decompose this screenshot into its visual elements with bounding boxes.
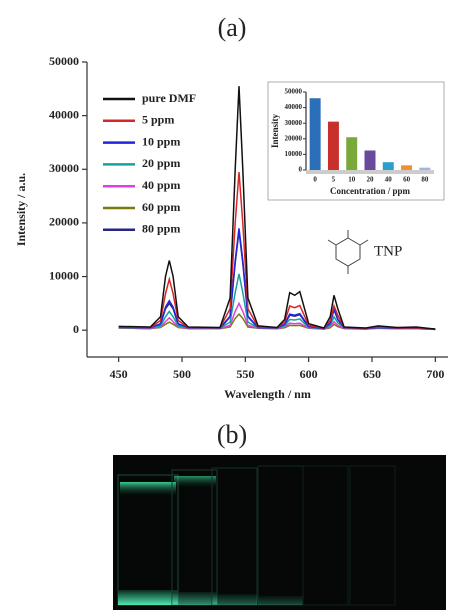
y-tick-label: 20000 — [285, 134, 303, 142]
bar — [382, 162, 394, 170]
x-tick-label: 450 — [110, 367, 128, 381]
x-tick-label: 650 — [363, 367, 381, 381]
x-tick-label: 0 — [313, 176, 317, 184]
y-tick-label: 0 — [299, 166, 303, 174]
photo — [113, 455, 446, 610]
glow — [172, 592, 217, 605]
x-tick-label: 600 — [300, 367, 318, 381]
bar — [327, 121, 339, 170]
y-tick-label: 50000 — [49, 54, 79, 68]
cuvette — [349, 465, 396, 606]
y-tick-label: 50000 — [285, 88, 303, 96]
x-tick-label: 60 — [403, 176, 411, 184]
molecule — [327, 230, 369, 274]
inset-floor — [306, 170, 434, 174]
x-tick-label: 550 — [236, 367, 254, 381]
y-tick-label: 10000 — [49, 268, 79, 282]
benzene-ring — [335, 237, 361, 267]
x-tick-label: 500 — [173, 367, 191, 381]
y-tick-label: 20000 — [49, 215, 79, 229]
y-axis-label: Intensity / a.u. — [14, 173, 28, 246]
x-tick-label: 5 — [332, 176, 336, 184]
legend-label: 40 ppm — [142, 178, 180, 192]
glow — [118, 590, 178, 605]
x-tick-label: 40 — [385, 176, 393, 184]
glow — [174, 476, 216, 488]
y-tick-label: 40000 — [285, 103, 303, 111]
x-tick-label: 700 — [426, 367, 444, 381]
y-tick-label: 30000 — [285, 119, 303, 127]
x-axis-label: Concentration / ppm — [330, 186, 411, 196]
y-tick-label: 0 — [73, 322, 79, 336]
legend-label: 80 ppm — [142, 222, 180, 236]
photo-background — [113, 455, 446, 610]
legend-label: 10 ppm — [142, 134, 180, 148]
bar — [346, 137, 358, 170]
bar — [309, 98, 321, 170]
glow — [212, 594, 257, 605]
series-line — [118, 86, 436, 330]
x-tick-label: 10 — [348, 176, 356, 184]
x-tick-label: 20 — [367, 176, 375, 184]
legend-label: 5 ppm — [142, 113, 174, 127]
annotation: TNP — [374, 243, 402, 259]
y-tick-label: 40000 — [49, 107, 79, 121]
x-tick-label: 80 — [421, 176, 429, 184]
y-tick-label: 10000 — [285, 150, 303, 158]
legend-label: 20 ppm — [142, 156, 180, 170]
x-axis-label: Wavelength / nm — [224, 387, 311, 401]
panel-a-label: (a) — [218, 13, 247, 42]
glow — [120, 482, 176, 496]
cuvette — [302, 465, 349, 606]
legend-label: 60 ppm — [142, 200, 180, 214]
y-tick-label: 30000 — [49, 161, 79, 175]
glow — [258, 596, 303, 605]
bar — [401, 165, 413, 170]
y-axis-label: Intensity — [270, 114, 280, 149]
panel-b-label: (b) — [217, 420, 247, 449]
bar — [419, 167, 431, 170]
bar — [364, 150, 376, 170]
legend-label: pure DMF — [142, 91, 196, 105]
